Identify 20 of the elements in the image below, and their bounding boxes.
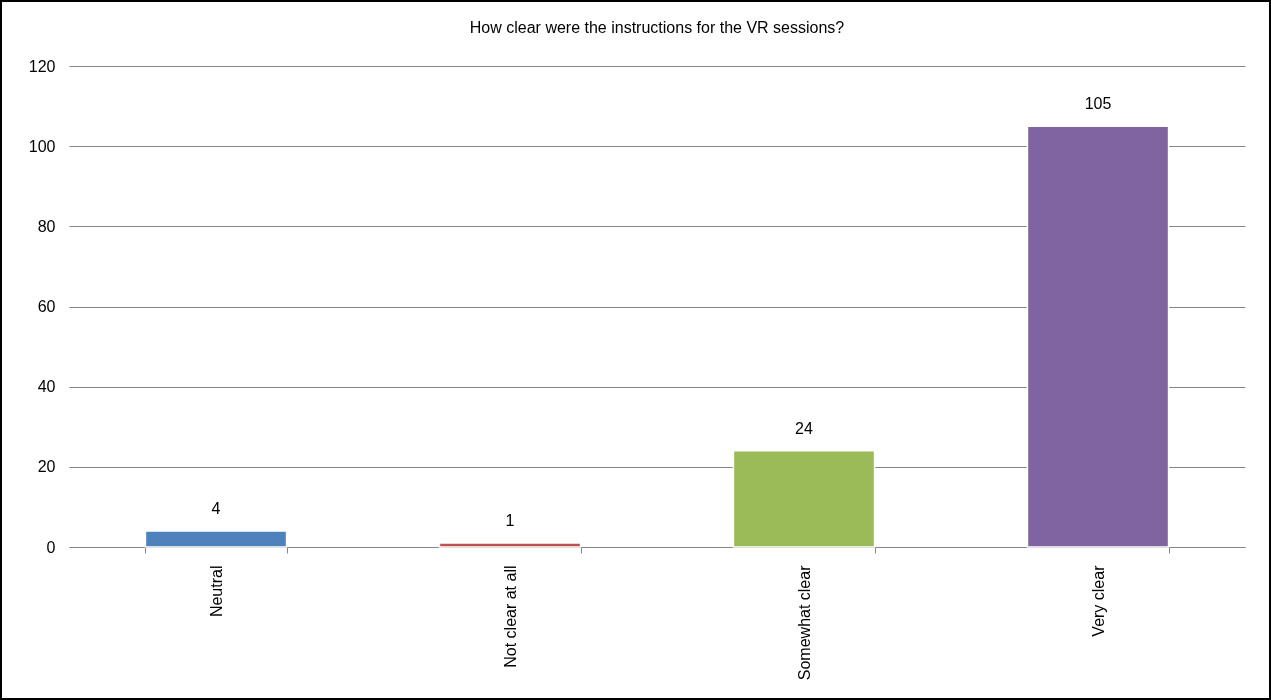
bar — [1026, 125, 1170, 548]
y-tick-label: 20 — [37, 458, 56, 476]
data-label: 24 — [795, 419, 813, 437]
y-tick-label: 120 — [28, 57, 56, 75]
y-tick-label: 100 — [28, 137, 56, 155]
data-label: 4 — [211, 499, 221, 517]
y-tick-label: 60 — [37, 298, 56, 315]
bar — [732, 450, 876, 548]
chart-title: How clear were the instructions for the VR sessions? — [469, 19, 845, 36]
bar — [438, 542, 582, 548]
x-tick-label: Neutral — [207, 565, 225, 618]
data-label: 1 — [505, 511, 515, 529]
x-tick-label: Somewhat clear — [795, 564, 813, 681]
y-tick-label: 80 — [37, 217, 56, 235]
y-tick-label: 0 — [46, 538, 56, 556]
y-tick-label: 40 — [37, 378, 56, 396]
x-tick-label: Not clear at all — [501, 565, 519, 668]
bar — [144, 530, 288, 548]
x-tick-label: Very clear — [1089, 564, 1107, 637]
data-label: 105 — [1084, 95, 1112, 113]
